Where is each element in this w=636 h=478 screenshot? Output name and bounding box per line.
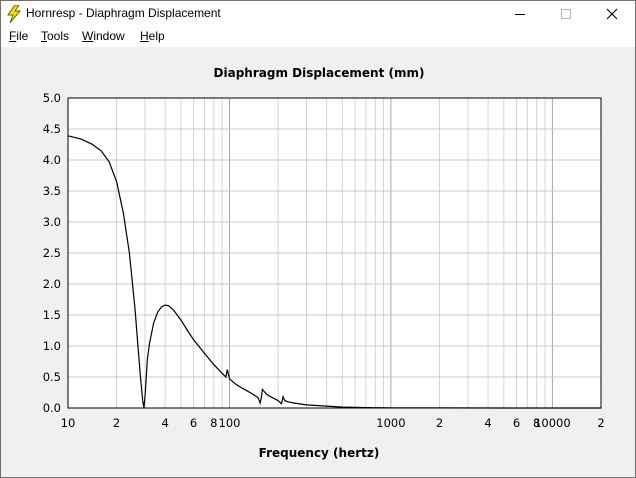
menu-bar: File Tools Window Help <box>1 27 635 47</box>
menu-tools[interactable]: Tools <box>41 29 70 43</box>
x-tick-label: 2 <box>436 416 443 430</box>
displacement-chart: Diaphragm Displacement (mm) 0.0 0.5 1.0 1.5… <box>43 66 605 460</box>
menu-file[interactable]: File <box>9 29 29 43</box>
x-tick-label: 10000 <box>534 416 571 430</box>
close-button[interactable] <box>589 1 635 27</box>
y-tick-label: 3.0 <box>43 215 61 229</box>
series-line-displacement <box>67 135 601 409</box>
x-tick-label: 4 <box>162 416 169 430</box>
y-tick-label: 4.0 <box>43 153 61 167</box>
y-tick-label: 1.5 <box>43 308 61 322</box>
y-axis: 0.0 0.5 1.0 1.5 2.0 2.5 3.0 3.5 4.0 4.5 5.0 <box>43 91 61 415</box>
maximize-button[interactable] <box>543 1 589 27</box>
x-axis-label: Frequency (hertz) <box>259 446 380 460</box>
window-title: Hornresp - Diaphragm Displacement <box>26 6 221 20</box>
x-tick-label: 8 <box>210 416 217 430</box>
y-tick-label: 2.0 <box>43 277 61 291</box>
y-tick-label: 2.5 <box>43 246 61 260</box>
x-tick-label: 100 <box>219 416 241 430</box>
y-tick-label: 1.0 <box>43 339 61 353</box>
x-tick-label: 6 <box>513 416 520 430</box>
minimize-button[interactable] <box>497 1 543 27</box>
menu-help[interactable]: Help <box>140 29 165 43</box>
y-tick-label: 4.5 <box>43 122 61 136</box>
plot-frame <box>67 97 602 409</box>
x-tick-label: 8 <box>533 416 540 430</box>
x-tick-label: 2 <box>113 416 120 430</box>
lightning-bolt-icon <box>6 4 22 24</box>
x-tick-label: 6 <box>190 416 197 430</box>
menu-window[interactable]: Window <box>82 29 125 43</box>
grid-lines <box>67 97 602 409</box>
chart-area: Diaphragm Displacement (mm) 0.0 0.5 1.0 1.5… <box>1 47 635 477</box>
y-tick-label: 0.5 <box>43 370 61 384</box>
y-tick-label: 3.5 <box>43 184 61 198</box>
title-bar[interactable]: Hornresp - Diaphragm Displacement <box>1 1 635 27</box>
close-icon <box>606 8 618 20</box>
maximize-icon <box>561 9 571 19</box>
x-tick-label: 4 <box>484 416 491 430</box>
y-tick-label: 0.0 <box>43 401 61 415</box>
x-tick-label: 2 <box>597 416 604 430</box>
x-tick-label: 1000 <box>376 416 405 430</box>
chart-title: Diaphragm Displacement (mm) <box>214 66 425 80</box>
y-tick-label: 5.0 <box>43 91 61 105</box>
x-tick-label: 10 <box>61 416 76 430</box>
minimize-icon <box>515 14 525 15</box>
